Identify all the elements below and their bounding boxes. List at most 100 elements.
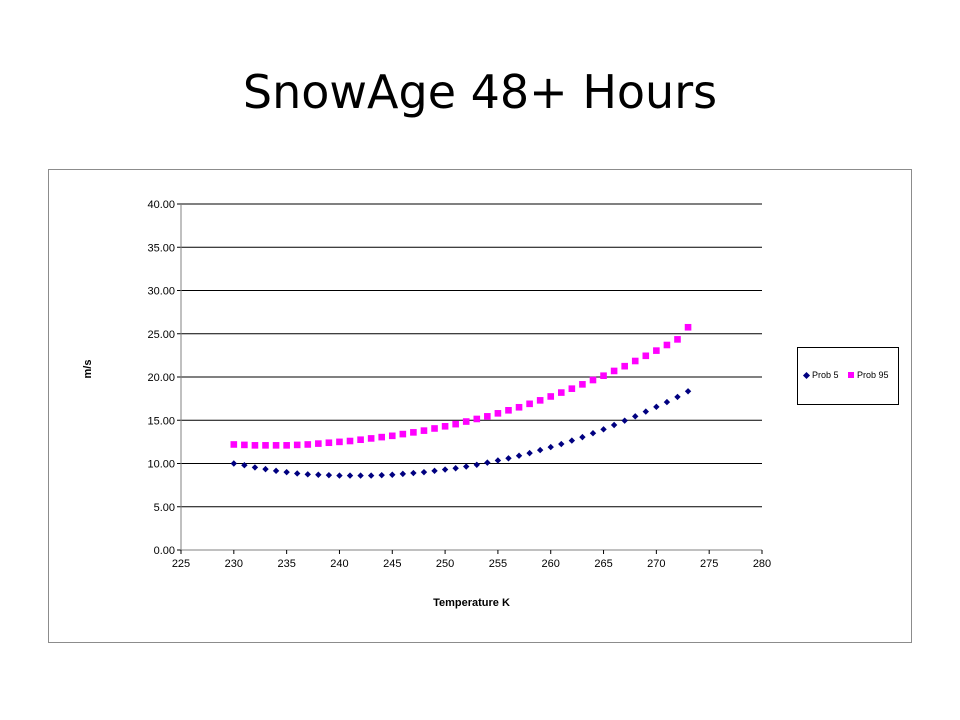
data-point-prob-95 (346, 437, 354, 445)
data-point-prob-95 (262, 442, 269, 449)
data-point-prob-5 (378, 471, 385, 479)
y-tick-label: 25.00 (147, 329, 175, 341)
x-tick-label: 275 (700, 558, 718, 570)
y-tick-label: 35.00 (147, 242, 175, 254)
data-point-prob-5 (452, 465, 459, 472)
data-point-prob-5 (536, 446, 544, 454)
data-point-prob-5 (399, 470, 407, 478)
data-point-prob-95 (642, 352, 650, 360)
data-point-prob-95 (325, 439, 333, 447)
data-point-prob-5 (484, 459, 491, 466)
x-tick-label: 250 (436, 558, 454, 570)
x-tick-label: 270 (647, 558, 665, 570)
data-point-prob-5 (315, 471, 322, 478)
legend-entry-prob-95: Prob 95 (848, 370, 889, 380)
x-tick-label: 230 (225, 558, 243, 570)
data-point-prob-95 (547, 393, 555, 400)
data-point-prob-95 (589, 376, 597, 384)
data-point-prob-5 (547, 443, 554, 451)
y-axis-title: m/s (82, 360, 94, 379)
slide-title: SnowAge 48+ Hours (242, 65, 718, 119)
data-point-prob-5 (494, 457, 502, 464)
x-tick-label: 255 (489, 558, 507, 570)
data-point-prob-5 (674, 393, 681, 401)
data-point-prob-95 (484, 413, 491, 420)
legend-marker-square (848, 372, 854, 378)
data-point-prob-95 (473, 415, 481, 423)
data-point-prob-95 (621, 362, 628, 370)
data-point-prob-95 (452, 420, 459, 428)
data-point-prob-95 (251, 442, 259, 449)
chart-plot: 0.00 5.00 10.00 15.00 20.00 25.00 30.00 35.00 40… (82, 199, 771, 609)
y-tick-label: 0.00 (154, 545, 175, 557)
data-point-prob-95 (230, 441, 238, 448)
data-point-prob-5 (558, 440, 565, 448)
data-point-prob-5 (262, 465, 269, 473)
data-point-prob-5 (473, 461, 480, 468)
data-point-prob-5 (304, 471, 311, 478)
data-point-prob-95 (663, 341, 671, 349)
y-tick-label: 40.00 (147, 199, 175, 211)
data-point-prob-95 (684, 323, 692, 331)
data-point-prob-5 (367, 472, 375, 479)
data-point-prob-5 (632, 413, 639, 420)
data-point-prob-5 (653, 403, 660, 411)
data-point-prob-5 (431, 467, 438, 475)
data-point-prob-5 (579, 433, 586, 441)
data-point-prob-5 (241, 462, 248, 469)
data-point-prob-95 (336, 438, 343, 446)
data-point-prob-95 (568, 385, 576, 392)
data-point-prob-5 (463, 463, 470, 470)
data-point-prob-95 (536, 397, 544, 404)
data-point-prob-5 (336, 472, 343, 479)
data-point-prob-95 (388, 432, 396, 440)
y-tick-label: 30.00 (147, 286, 175, 298)
data-point-prob-5 (663, 398, 671, 406)
data-point-prob-95 (315, 440, 322, 447)
data-point-prob-5 (600, 426, 607, 433)
data-point-prob-95 (579, 381, 586, 388)
data-point-prob-5 (294, 470, 301, 477)
chart-legend: Prob 5 Prob 95 (797, 347, 899, 405)
data-point-prob-95 (600, 372, 607, 380)
x-tick-label: 260 (542, 558, 560, 570)
data-point-prob-95 (441, 423, 449, 430)
data-point-prob-5 (621, 417, 628, 424)
data-point-prob-5 (325, 471, 333, 479)
y-tick-label: 10.00 (147, 459, 175, 471)
x-tick-label: 280 (753, 558, 771, 570)
data-point-prob-5 (441, 466, 449, 473)
x-tick-label: 240 (330, 558, 348, 570)
data-point-prob-5 (642, 408, 649, 415)
data-point-prob-95 (610, 367, 618, 375)
data-point-prob-5 (283, 468, 290, 476)
data-point-prob-5 (346, 472, 354, 479)
data-point-prob-5 (420, 468, 428, 476)
x-axis-title: Temperature K (433, 597, 510, 609)
data-point-prob-95 (304, 441, 312, 448)
data-point-prob-95 (378, 433, 386, 441)
data-point-prob-95 (515, 403, 523, 411)
data-point-prob-5 (515, 452, 523, 459)
data-point-prob-95 (653, 347, 660, 354)
data-point-prob-5 (410, 469, 417, 477)
data-point-prob-95 (557, 389, 565, 396)
y-tick-label: 5.00 (154, 502, 175, 514)
data-point-prob-95 (420, 427, 428, 434)
x-tick-label: 245 (383, 558, 401, 570)
data-point-prob-95 (674, 336, 681, 343)
data-point-prob-95 (283, 442, 290, 449)
data-point-prob-5 (610, 421, 618, 429)
data-point-prob-5 (526, 449, 533, 457)
data-point-prob-5 (357, 472, 364, 479)
legend-marker-diamond (802, 371, 811, 379)
data-point-prob-95 (293, 441, 301, 449)
data-point-prob-5 (272, 467, 280, 475)
data-point-prob-95 (399, 430, 407, 438)
x-tick-label: 265 (594, 558, 612, 570)
data-point-prob-5 (251, 464, 259, 471)
legend-label-prob-5: Prob 5 (812, 370, 839, 380)
data-point-prob-95 (526, 400, 533, 408)
data-point-prob-95 (241, 441, 248, 449)
x-tick-label: 225 (172, 558, 190, 570)
